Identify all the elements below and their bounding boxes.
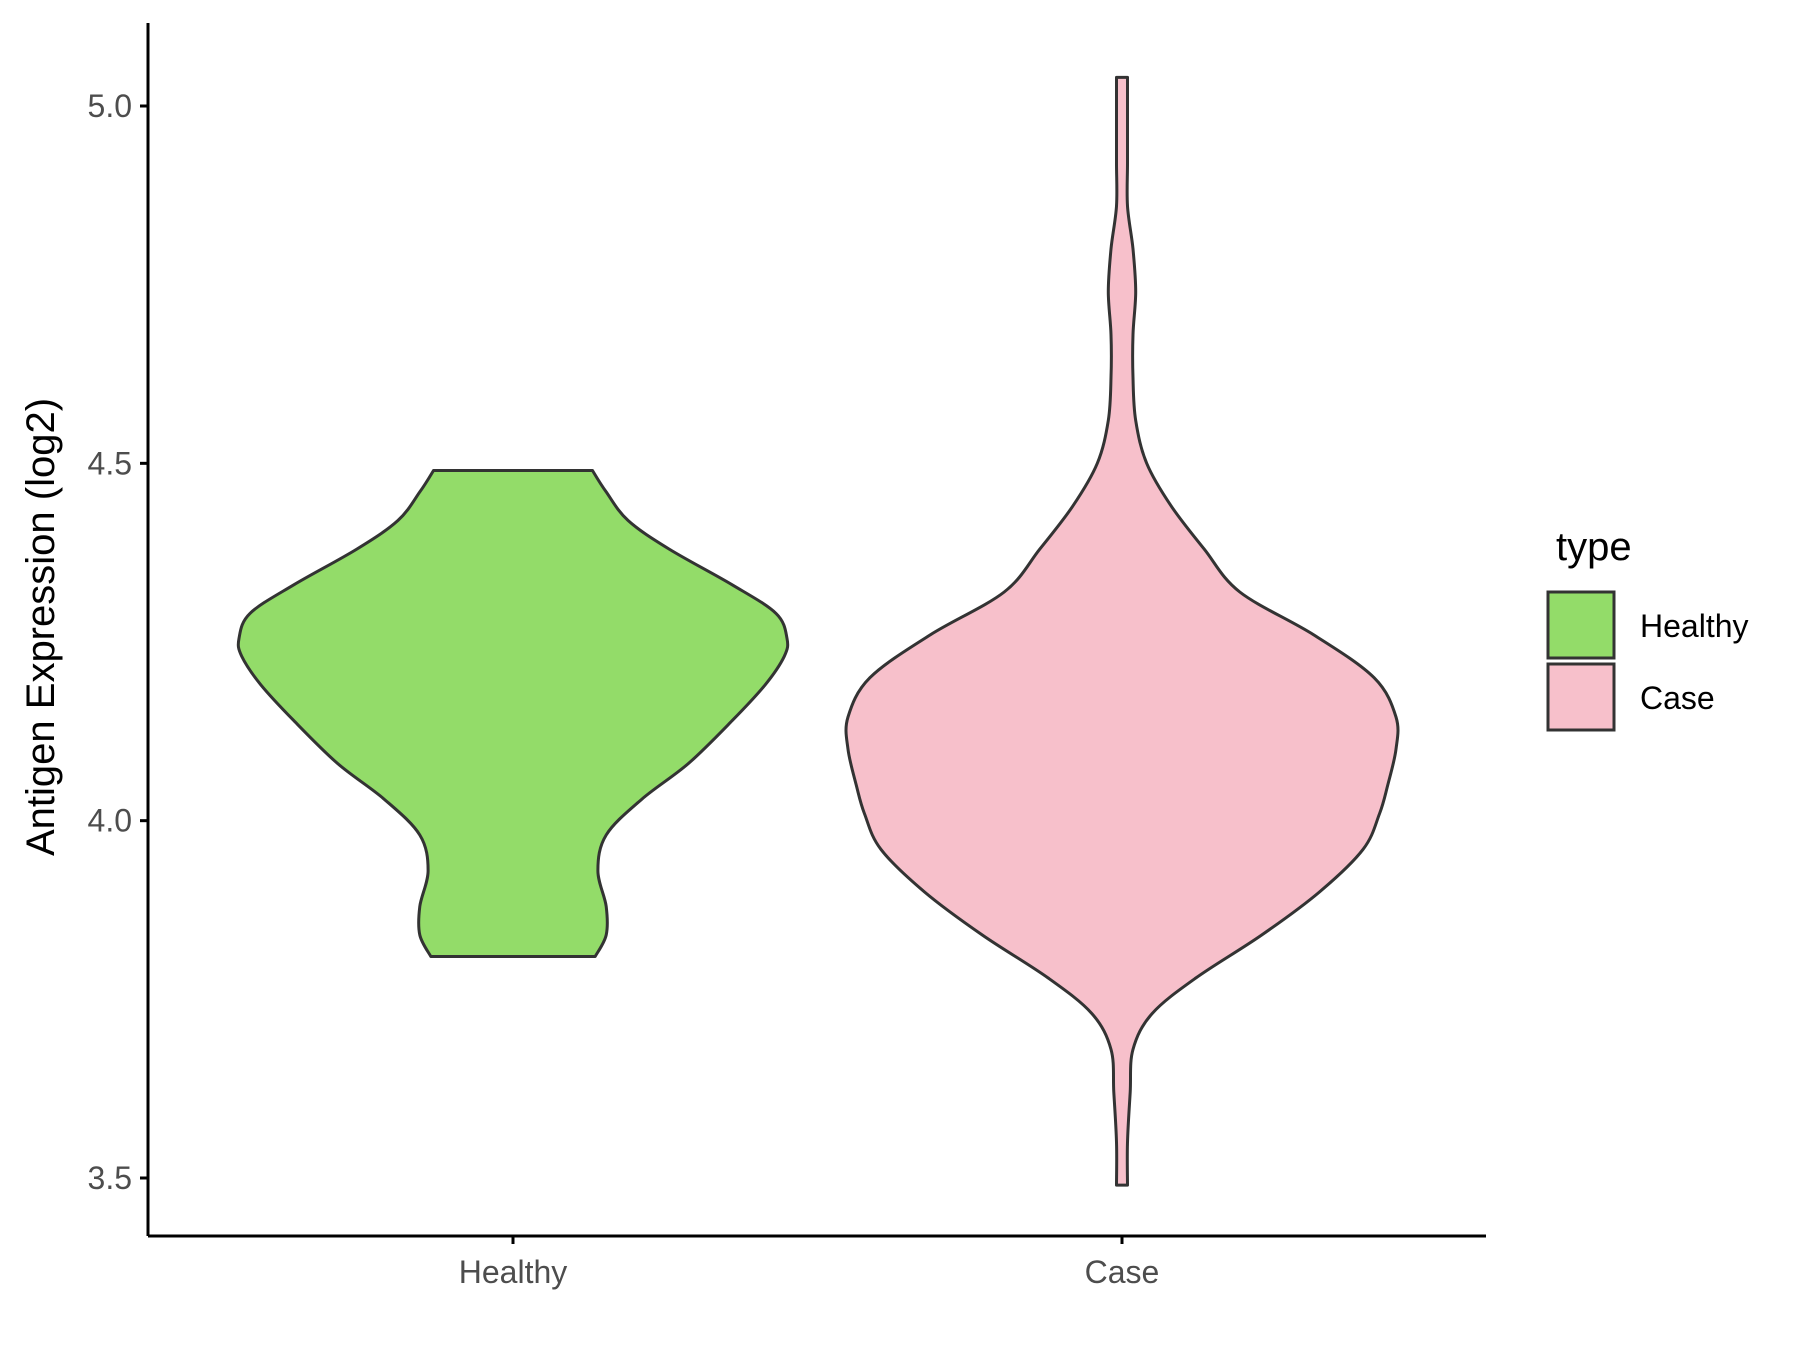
- violin-case: [844, 75, 1400, 1187]
- x-tick-label: Healthy: [459, 1254, 568, 1290]
- legend: type Healthy Case: [1546, 525, 1749, 732]
- y-axis-title: Antigen Expression (log2): [19, 398, 63, 856]
- legend-title: type: [1556, 525, 1632, 569]
- x-ticks: Healthy Case: [459, 1236, 1160, 1290]
- legend-key-case: [1546, 662, 1616, 732]
- legend-label-healthy: Healthy: [1640, 608, 1749, 644]
- y-tick-label: 5.0: [88, 88, 132, 124]
- x-tick-label: Case: [1085, 1254, 1160, 1290]
- legend-key-healthy: [1546, 590, 1616, 660]
- violin-healthy: [236, 469, 790, 958]
- y-tick-label: 4.5: [88, 445, 132, 481]
- y-ticks: 3.5 4.0 4.5 5.0: [88, 88, 148, 1196]
- violins-layer: [236, 75, 1400, 1187]
- legend-label-case: Case: [1640, 680, 1715, 716]
- y-tick-label: 3.5: [88, 1160, 132, 1196]
- y-tick-label: 4.0: [88, 803, 132, 839]
